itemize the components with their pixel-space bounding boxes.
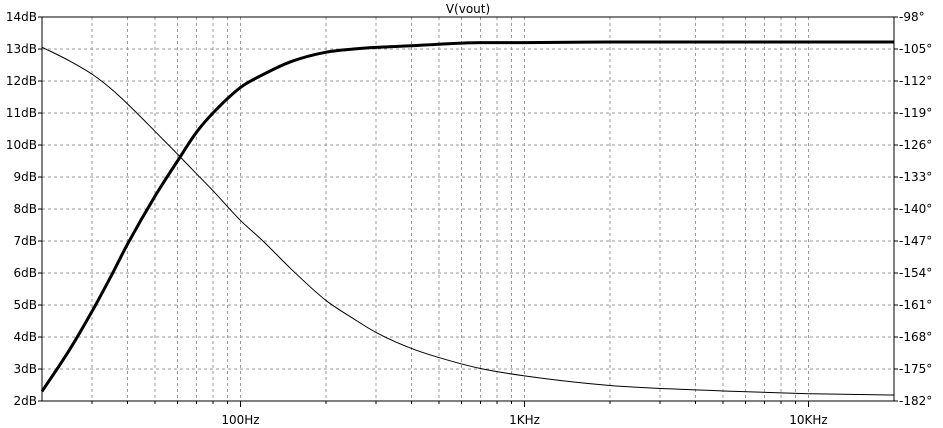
y-right-tick-label: -168° — [899, 330, 932, 344]
series-layer — [40, 40, 895, 396]
y-left-tick-label: 6dB — [14, 266, 37, 280]
y-left-tick-label: 11dB — [6, 106, 37, 120]
y-right-tick-label: -133° — [899, 170, 932, 184]
y-left-tick-label: 8dB — [14, 202, 37, 216]
y-left-tick-label: 10dB — [6, 138, 37, 152]
x-ticks: 100Hz 1KHz 10KHz — [91, 401, 828, 427]
y-right-tick-label: -161° — [899, 298, 932, 312]
y-ticks-left: 2dB 3dB 4dB 5dB 6dB 7dB 8dB 9dB 10dB 11dB 12dB 13dB… — [6, 10, 42, 408]
y-right-tick-label: -175° — [899, 362, 932, 376]
y-left-tick-label: 9dB — [14, 170, 37, 184]
y-right-tick-label: -182° — [899, 394, 932, 408]
y-left-tick-label: 4dB — [14, 330, 37, 344]
y-right-tick-label: -112° — [899, 74, 932, 88]
series-magnitude-line — [40, 40, 894, 393]
x-tick-label: 10KHz — [789, 413, 827, 427]
y-left-tick-label: 5dB — [14, 298, 37, 312]
series-phase-line — [41, 46, 895, 396]
y-right-tick-label: -119° — [899, 106, 932, 120]
x-tick-label: 100Hz — [221, 413, 259, 427]
y-ticks-right: -182° -175° -168° -161° -154° -147° -140° -133°… — [894, 10, 932, 408]
x-tick-label: 1KHz — [509, 413, 540, 427]
y-left-tick-label: 12dB — [6, 74, 37, 88]
y-left-tick-label: 13dB — [6, 42, 37, 56]
y-left-tick-label: 7dB — [14, 234, 37, 248]
chart-title: V(vout) — [446, 2, 490, 16]
y-left-tick-label: 14dB — [6, 10, 37, 24]
y-right-tick-label: -147° — [899, 234, 932, 248]
y-right-tick-label: -126° — [899, 138, 932, 152]
y-right-tick-label: -105° — [899, 42, 932, 56]
y-right-tick-label: -140° — [899, 202, 932, 216]
y-left-tick-label: 2dB — [14, 394, 37, 408]
y-right-tick-label: -98° — [899, 10, 925, 24]
grid — [42, 17, 894, 401]
y-right-tick-label: -154° — [899, 266, 932, 280]
y-left-tick-label: 3dB — [14, 362, 37, 376]
